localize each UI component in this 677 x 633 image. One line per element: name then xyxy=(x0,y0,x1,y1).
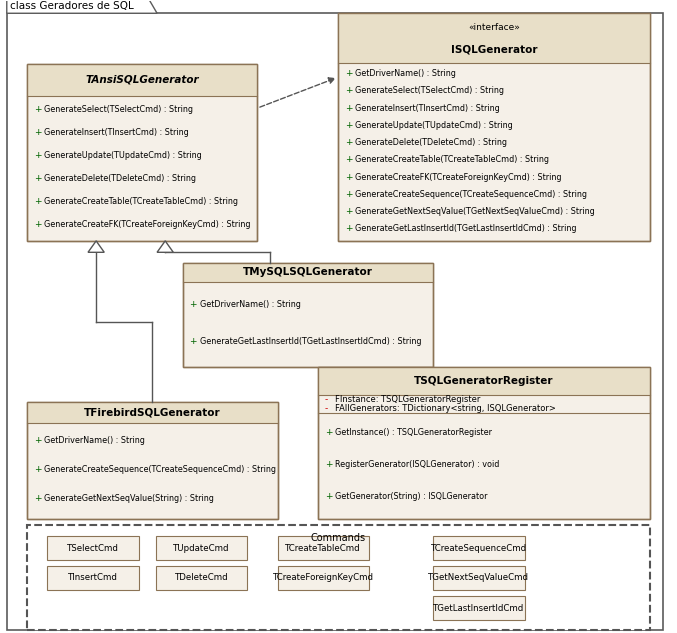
Text: +: + xyxy=(34,151,41,160)
Text: GenerateCreateSequence(TCreateSequenceCmd) : String: GenerateCreateSequence(TCreateSequenceCm… xyxy=(355,190,588,199)
FancyBboxPatch shape xyxy=(433,596,525,620)
Text: GenerateCreateFK(TCreateForeignKeyCmd) : String: GenerateCreateFK(TCreateForeignKeyCmd) :… xyxy=(44,220,250,229)
FancyBboxPatch shape xyxy=(27,64,257,96)
Text: «interface»: «interface» xyxy=(468,23,520,32)
Text: TSQLGeneratorRegister: TSQLGeneratorRegister xyxy=(414,376,554,386)
Polygon shape xyxy=(7,0,157,13)
Text: +: + xyxy=(345,104,353,113)
Text: GetDriverName() : String: GetDriverName() : String xyxy=(44,436,145,445)
Text: GetGenerator(String) : ISQLGenerator: GetGenerator(String) : ISQLGenerator xyxy=(335,492,487,501)
Text: GenerateGetLastInsertId(TGetLastInsertIdCmd) : String: GenerateGetLastInsertId(TGetLastInsertId… xyxy=(355,224,577,234)
Text: FAllGenerators: TDictionary<string, ISQLGenerator>: FAllGenerators: TDictionary<string, ISQL… xyxy=(335,404,556,413)
FancyBboxPatch shape xyxy=(183,263,433,367)
Text: +: + xyxy=(34,105,41,114)
Text: GenerateGetNextSeqValue(TGetNextSeqValueCmd) : String: GenerateGetNextSeqValue(TGetNextSeqValue… xyxy=(355,207,595,216)
Text: GenerateUpdate(TUpdateCmd) : String: GenerateUpdate(TUpdateCmd) : String xyxy=(355,121,513,130)
FancyBboxPatch shape xyxy=(433,566,525,590)
Text: +: + xyxy=(325,428,332,437)
Text: +: + xyxy=(345,138,353,147)
Text: +: + xyxy=(34,436,41,445)
Text: GetDriverName() : String: GetDriverName() : String xyxy=(200,299,301,309)
Text: +: + xyxy=(190,299,197,309)
Polygon shape xyxy=(88,241,104,253)
Text: GenerateDelete(TDeleteCmd) : String: GenerateDelete(TDeleteCmd) : String xyxy=(355,138,508,147)
FancyBboxPatch shape xyxy=(318,367,650,519)
FancyBboxPatch shape xyxy=(27,525,650,630)
Text: GenerateGetLastInsertId(TGetLastInsertIdCmd) : String: GenerateGetLastInsertId(TGetLastInsertId… xyxy=(200,337,421,346)
Text: GenerateSelect(TSelectCmd) : String: GenerateSelect(TSelectCmd) : String xyxy=(355,87,504,96)
FancyBboxPatch shape xyxy=(318,367,650,395)
Text: +: + xyxy=(34,220,41,229)
Text: +: + xyxy=(345,87,353,96)
Text: +: + xyxy=(345,207,353,216)
FancyBboxPatch shape xyxy=(338,13,650,63)
Text: GenerateCreateSequence(TCreateSequenceCmd) : String: GenerateCreateSequence(TCreateSequenceCm… xyxy=(44,465,276,474)
FancyBboxPatch shape xyxy=(278,536,369,560)
Text: GenerateInsert(TInsertCmd) : String: GenerateInsert(TInsertCmd) : String xyxy=(44,128,189,137)
FancyBboxPatch shape xyxy=(278,566,369,590)
Text: +: + xyxy=(34,174,41,183)
Text: GenerateUpdate(TUpdateCmd) : String: GenerateUpdate(TUpdateCmd) : String xyxy=(44,151,202,160)
FancyBboxPatch shape xyxy=(7,13,663,630)
Text: GetInstance() : TSQLGeneratorRegister: GetInstance() : TSQLGeneratorRegister xyxy=(335,428,492,437)
Text: +: + xyxy=(345,121,353,130)
FancyBboxPatch shape xyxy=(156,566,247,590)
Text: TUpdateCmd: TUpdateCmd xyxy=(173,544,230,553)
Text: TAnsiSQLGenerator: TAnsiSQLGenerator xyxy=(85,75,199,85)
FancyBboxPatch shape xyxy=(156,536,247,560)
Text: TCreateSequenceCmd: TCreateSequenceCmd xyxy=(431,544,527,553)
Text: RegisterGenerator(ISQLGenerator) : void: RegisterGenerator(ISQLGenerator) : void xyxy=(335,460,500,469)
FancyBboxPatch shape xyxy=(27,64,257,241)
Text: +: + xyxy=(34,494,41,503)
Text: GenerateCreateTable(TCreateTableCmd) : String: GenerateCreateTable(TCreateTableCmd) : S… xyxy=(44,197,238,206)
FancyBboxPatch shape xyxy=(433,536,525,560)
Text: +: + xyxy=(34,128,41,137)
Text: +: + xyxy=(34,197,41,206)
Text: class Geradores de SQL: class Geradores de SQL xyxy=(10,1,134,11)
Text: GenerateInsert(TInsertCmd) : String: GenerateInsert(TInsertCmd) : String xyxy=(355,104,500,113)
Text: -: - xyxy=(325,404,328,413)
Text: +: + xyxy=(345,190,353,199)
Text: +: + xyxy=(345,69,353,78)
Text: -: - xyxy=(325,395,328,404)
Text: +: + xyxy=(345,155,353,165)
FancyBboxPatch shape xyxy=(47,536,139,560)
Text: GenerateSelect(TSelectCmd) : String: GenerateSelect(TSelectCmd) : String xyxy=(44,105,193,114)
Text: TInsertCmd: TInsertCmd xyxy=(68,573,118,582)
Text: TMySQLSQLGenerator: TMySQLSQLGenerator xyxy=(243,268,373,277)
FancyBboxPatch shape xyxy=(338,13,650,241)
Text: +: + xyxy=(345,173,353,182)
FancyBboxPatch shape xyxy=(47,566,139,590)
Text: +: + xyxy=(325,492,332,501)
Text: GenerateCreateFK(TCreateForeignKeyCmd) : String: GenerateCreateFK(TCreateForeignKeyCmd) :… xyxy=(355,173,562,182)
Polygon shape xyxy=(157,241,173,253)
Text: GenerateCreateTable(TCreateTableCmd) : String: GenerateCreateTable(TCreateTableCmd) : S… xyxy=(355,155,550,165)
Text: TDeleteCmd: TDeleteCmd xyxy=(175,573,228,582)
FancyBboxPatch shape xyxy=(27,402,278,423)
Text: TCreateTableCmd: TCreateTableCmd xyxy=(286,544,361,553)
Text: GenerateDelete(TDeleteCmd) : String: GenerateDelete(TDeleteCmd) : String xyxy=(44,174,196,183)
Text: +: + xyxy=(345,224,353,234)
Text: +: + xyxy=(325,460,332,469)
Text: FInstance: TSQLGeneratorRegister: FInstance: TSQLGeneratorRegister xyxy=(335,395,481,404)
Text: TCreateForeignKeyCmd: TCreateForeignKeyCmd xyxy=(273,573,374,582)
Text: GenerateGetNextSeqValue(String) : String: GenerateGetNextSeqValue(String) : String xyxy=(44,494,214,503)
Text: +: + xyxy=(190,337,197,346)
Text: TFirebirdSQLGenerator: TFirebirdSQLGenerator xyxy=(84,408,221,418)
Text: ISQLGenerator: ISQLGenerator xyxy=(451,44,538,54)
Text: GetDriverName() : String: GetDriverName() : String xyxy=(355,69,456,78)
FancyBboxPatch shape xyxy=(27,402,278,519)
FancyBboxPatch shape xyxy=(183,263,433,282)
Text: TSelectCmd: TSelectCmd xyxy=(67,544,119,553)
Text: TGetNextSeqValueCmd: TGetNextSeqValueCmd xyxy=(429,573,529,582)
Text: Commands: Commands xyxy=(311,533,366,543)
Text: +: + xyxy=(34,465,41,474)
Text: TGetLastInsertIdCmd: TGetLastInsertIdCmd xyxy=(433,604,525,613)
